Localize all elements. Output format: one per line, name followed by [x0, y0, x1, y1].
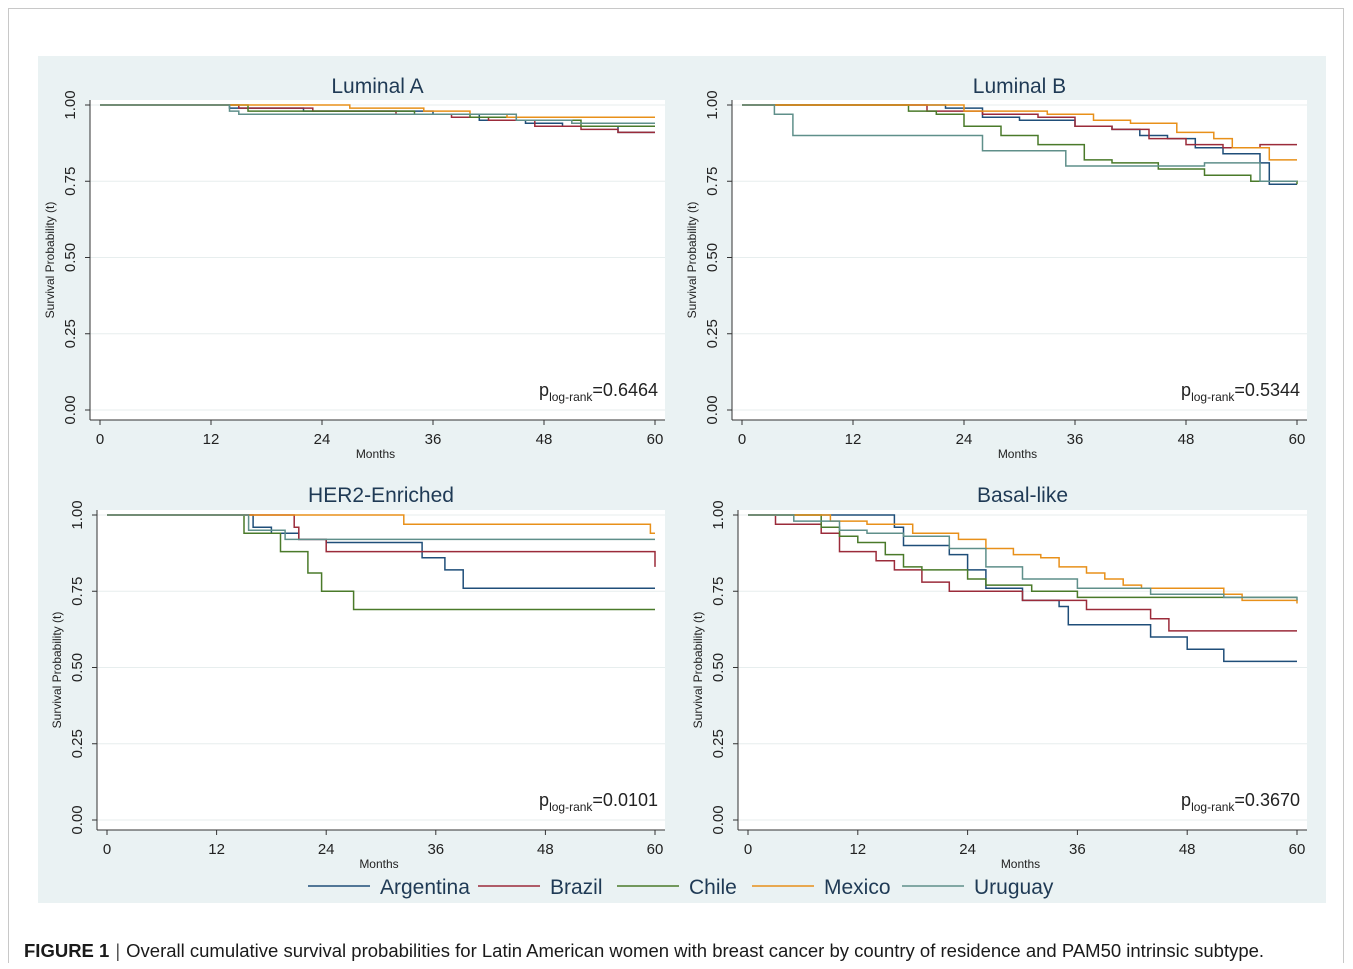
panel-2: 0.00 0.25 0.50 0.75 1.00 0 12 24 36 48 60 Months Sur… [685, 75, 1307, 461]
panel-1: 0.00 0.25 0.50 0.75 1.00 0 12 24 36 48 60 Months Sur… [43, 75, 665, 461]
x-tick-label: 0 [103, 841, 111, 858]
legend-label: Uruguay [974, 876, 1054, 899]
x-tick-label: 24 [318, 841, 335, 858]
figure-frame [8, 8, 1344, 963]
x-axis-title: Months [356, 447, 395, 461]
x-axis-title: Months [359, 857, 398, 871]
x-tick-label: 60 [1289, 841, 1306, 858]
series-chile [107, 514, 655, 611]
series-chile [742, 104, 1298, 185]
x-tick-label: 48 [536, 431, 553, 448]
legend-item-mexico: Mexico [752, 876, 891, 899]
y-tick-label: 0.50 [69, 653, 86, 682]
x-tick-label: 36 [1069, 841, 1086, 858]
x-tick-label: 48 [1178, 431, 1195, 448]
y-tick-label: 0.50 [704, 243, 721, 272]
plot-area [90, 100, 665, 420]
x-tick-label: 0 [744, 841, 752, 858]
caption-text: Overall cumulative survival probabilitie… [126, 940, 1265, 961]
panel-title: Luminal B [973, 75, 1066, 98]
y-axis-title: Survival Probability (t) [685, 202, 699, 319]
series-chile [748, 514, 1297, 599]
x-tick-label: 48 [537, 841, 554, 858]
panel-title: Basal-like [977, 484, 1068, 507]
legend-item-uruguay: Uruguay [902, 876, 1054, 899]
p-value-annotation: plog-rank=0.3670 [1181, 790, 1300, 814]
legend-label: Brazil [550, 876, 603, 899]
x-tick-label: 60 [647, 841, 664, 858]
panel-title: Luminal A [331, 75, 423, 98]
legend-item-brazil: Brazil [478, 876, 603, 899]
legend-item-argentina: Argentina [308, 876, 470, 899]
caption-label: FIGURE 1 [24, 940, 110, 961]
series-mexico [100, 104, 655, 118]
x-axis-title: Months [1001, 857, 1040, 871]
x-tick-label: 24 [314, 431, 331, 448]
x-tick-label: 36 [427, 841, 444, 858]
figure-caption: FIGURE 1 | Overall cumulative survival pro… [24, 940, 1264, 962]
legend-item-chile: Chile [617, 876, 737, 899]
y-tick-label: 1.00 [62, 90, 79, 119]
x-tick-label: 12 [203, 431, 220, 448]
y-tick-label: 1.00 [710, 500, 727, 529]
x-tick-label: 36 [1067, 431, 1084, 448]
panel-3: 0.00 0.25 0.50 0.75 1.00 0 12 24 36 48 60 Months Sur… [50, 484, 665, 871]
legend-label: Chile [689, 876, 737, 899]
y-axis-title: Survival Probability (t) [43, 202, 57, 319]
series-mexico [107, 514, 655, 535]
x-tick-label: 24 [956, 431, 973, 448]
panel-title: HER2-Enriched [308, 484, 454, 507]
x-tick-label: 48 [1179, 841, 1196, 858]
p-value-annotation: plog-rank=0.5344 [1181, 380, 1300, 404]
legend-label: Mexico [824, 876, 891, 899]
x-tick-label: 0 [738, 431, 746, 448]
y-tick-label: 0.50 [710, 653, 727, 682]
x-tick-label: 12 [849, 841, 866, 858]
series-mexico [748, 514, 1298, 604]
series-uruguay [742, 104, 1297, 183]
x-tick-label: 12 [208, 841, 225, 858]
plot-area [97, 510, 665, 830]
series-uruguay [100, 104, 655, 125]
legend: Argentina Brazil Chile Mexico Uruguay [308, 876, 1054, 899]
legend-label: Argentina [380, 876, 470, 899]
y-tick-label: 0.75 [710, 577, 727, 606]
p-value-annotation: plog-rank=0.6464 [539, 380, 658, 404]
series-uruguay [107, 514, 655, 541]
y-tick-label: 0.25 [62, 319, 79, 348]
y-tick-label: 0.00 [704, 395, 721, 424]
series-mexico [742, 104, 1297, 161]
y-tick-label: 0.25 [710, 729, 727, 758]
y-tick-label: 0.50 [62, 243, 79, 272]
y-tick-label: 0.00 [62, 395, 79, 424]
y-tick-label: 1.00 [704, 90, 721, 119]
x-tick-label: 24 [959, 841, 976, 858]
plot-area [732, 100, 1307, 420]
x-tick-label: 36 [425, 431, 442, 448]
y-tick-label: 0.25 [69, 729, 86, 758]
x-tick-label: 0 [96, 431, 104, 448]
x-axis-title: Months [998, 447, 1037, 461]
x-tick-label: 12 [845, 431, 862, 448]
y-tick-label: 0.25 [704, 319, 721, 348]
y-axis-title: Survival Probability (t) [691, 612, 705, 729]
y-axis-title: Survival Probability (t) [50, 612, 64, 729]
series-brazil [748, 514, 1297, 632]
y-tick-label: 0.75 [704, 167, 721, 196]
y-tick-label: 1.00 [69, 500, 86, 529]
y-tick-label: 0.00 [710, 805, 727, 834]
panel-4: 0.00 0.25 0.50 0.75 1.00 0 12 24 36 48 60 Months Sur… [691, 484, 1307, 871]
p-value-annotation: plog-rank=0.0101 [539, 790, 658, 814]
y-tick-label: 0.00 [69, 805, 86, 834]
y-tick-label: 0.75 [62, 167, 79, 196]
x-tick-label: 60 [647, 431, 664, 448]
y-tick-label: 0.75 [69, 577, 86, 606]
series-uruguay [748, 514, 1298, 601]
plot-area [738, 510, 1307, 830]
caption-separator: | [115, 940, 121, 961]
x-tick-label: 60 [1289, 431, 1306, 448]
